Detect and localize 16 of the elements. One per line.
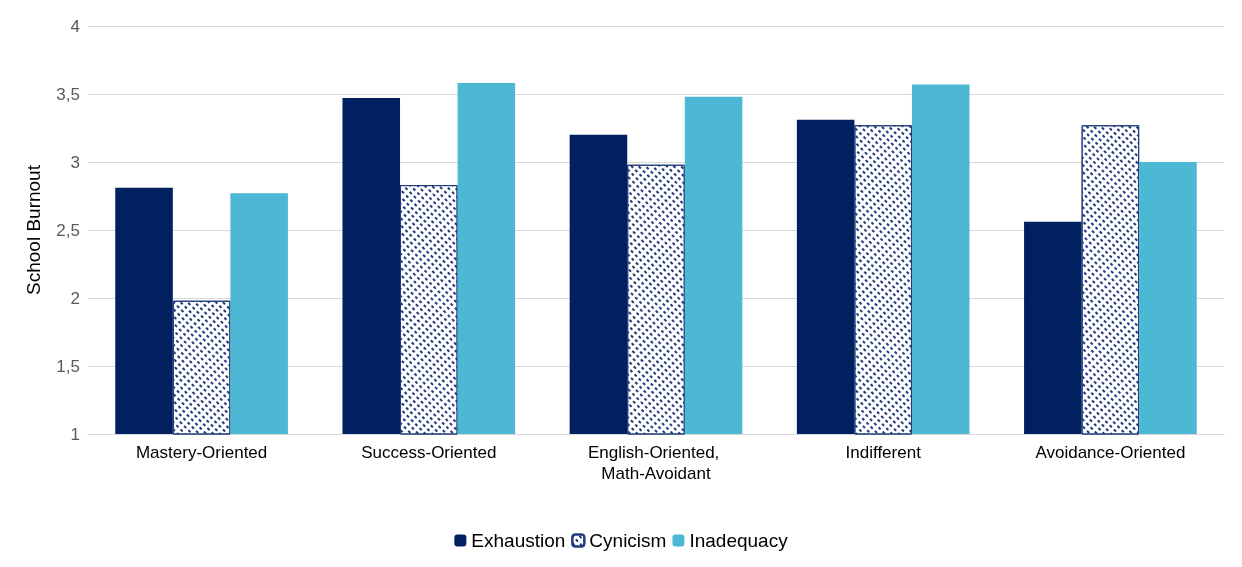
y-tick-label: 2,5 [56,220,80,240]
x-tick-label: Mastery-Oriented [135,443,268,462]
legend-label: Cynicism [589,530,667,551]
y-tick-label: 1,5 [56,356,80,376]
y-axis-title: School Burnout [23,164,44,295]
x-tick-label: Indifferent [845,443,922,462]
y-tick-label: 3,5 [56,84,80,104]
x-tick-label: Success-Oriented [361,443,497,462]
y-tick-label: 1 [70,424,80,444]
legend-label: Exhaustion [471,530,566,551]
y-tick-label: 4 [70,16,80,36]
y-tick-label: 2 [70,288,80,308]
legend-label: Inadequacy [689,530,789,551]
x-tick-label: English-Oriented, Math-Avoidant [587,443,725,483]
x-tick-label: Avoidance-Oriented [1035,443,1186,462]
y-tick-label: 3 [70,152,80,172]
